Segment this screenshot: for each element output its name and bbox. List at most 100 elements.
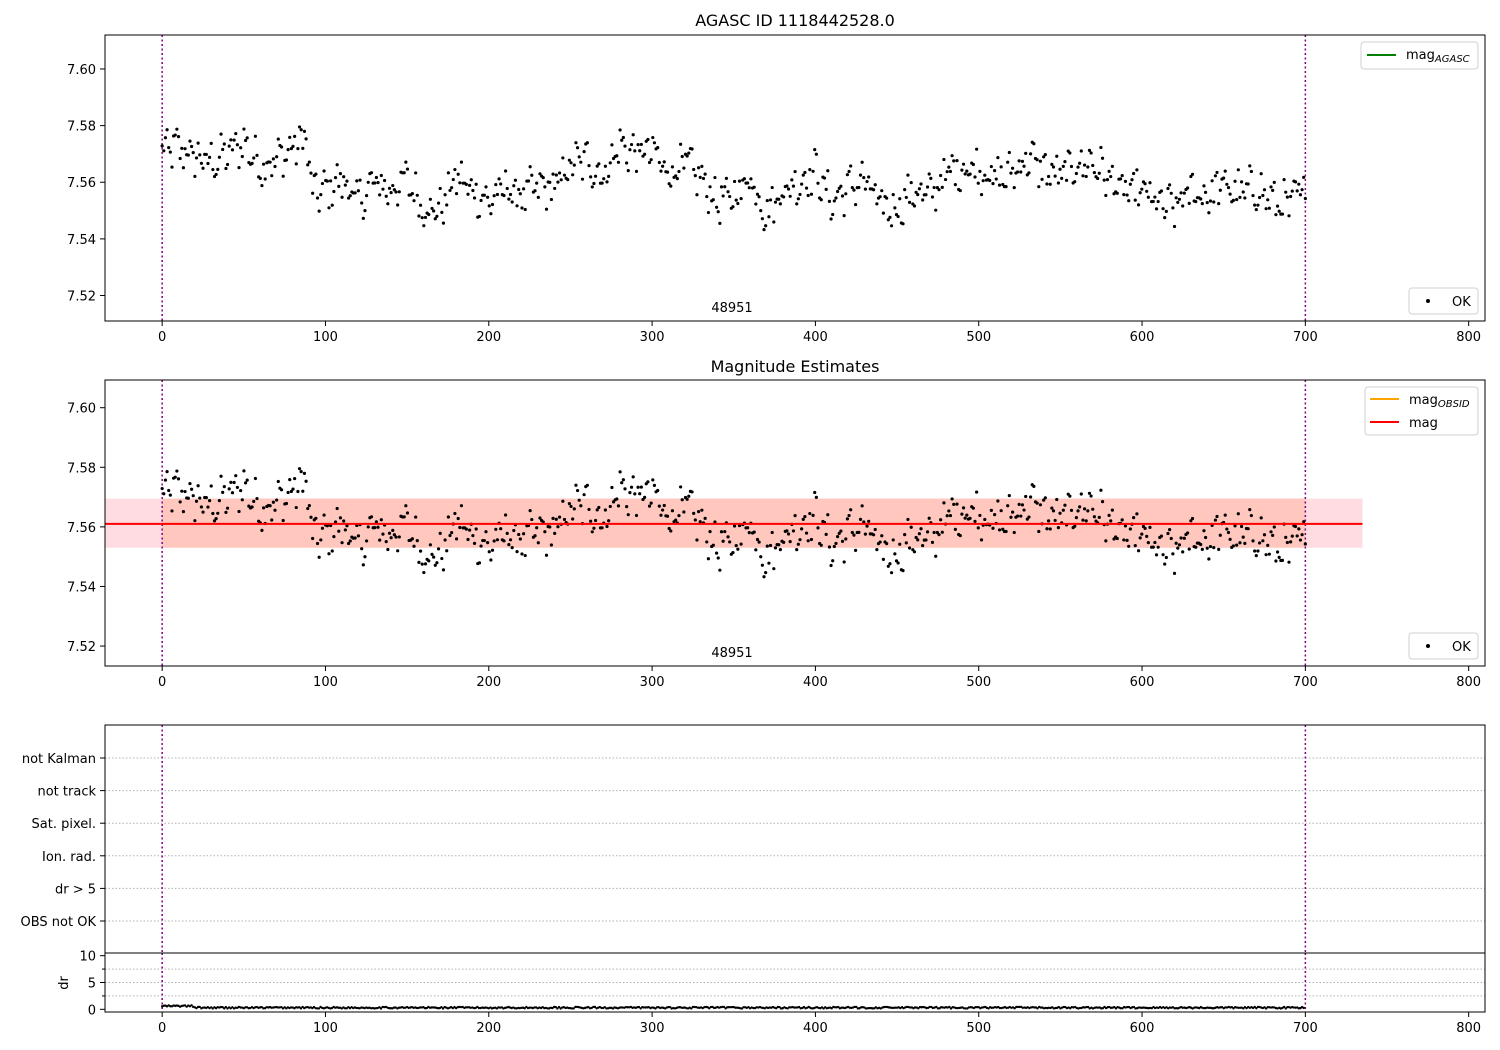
ok-point xyxy=(556,180,560,184)
ok-point xyxy=(188,139,192,143)
ok-point xyxy=(173,475,177,479)
ok-point xyxy=(222,485,226,489)
ok-point xyxy=(661,164,665,168)
ok-point xyxy=(299,470,303,474)
ok-point xyxy=(1289,194,1293,199)
ok-point xyxy=(927,172,931,176)
ok-point xyxy=(1225,182,1229,186)
ok-point xyxy=(432,555,436,559)
ok-point xyxy=(569,504,573,509)
ok-point xyxy=(1053,174,1057,178)
ok-point xyxy=(332,189,336,194)
ok-point xyxy=(279,488,284,492)
ok-point xyxy=(464,182,468,186)
ok-point xyxy=(240,154,244,159)
ok-point xyxy=(942,501,946,505)
ok-point xyxy=(456,172,460,176)
ok-point xyxy=(906,517,910,522)
ok-point xyxy=(258,176,262,180)
ok-point xyxy=(814,152,818,156)
ok-point xyxy=(752,185,756,189)
ok-point xyxy=(521,187,526,191)
ok-point xyxy=(530,173,534,177)
ok-point xyxy=(778,202,782,206)
ok-point xyxy=(221,490,225,494)
ok-point xyxy=(1202,184,1206,188)
ok-point xyxy=(806,193,810,198)
ok-point xyxy=(454,192,459,196)
ok-point xyxy=(1285,540,1289,545)
ok-point xyxy=(798,192,802,197)
ok-point xyxy=(682,166,686,170)
ok-point xyxy=(1130,178,1134,182)
ok-point xyxy=(562,173,567,177)
ok-point xyxy=(360,201,364,205)
ok-point xyxy=(921,198,925,202)
ok-point xyxy=(1040,177,1044,181)
ok-point xyxy=(1297,527,1301,531)
ok-point xyxy=(320,181,325,186)
ok-point xyxy=(1084,174,1088,179)
ok-point xyxy=(225,506,230,510)
ok-point xyxy=(386,547,390,552)
ok-point xyxy=(1099,488,1103,492)
ok-point xyxy=(1233,179,1237,183)
flag-label: OBS not OK xyxy=(21,915,97,930)
ok-point xyxy=(891,538,895,542)
ok-point xyxy=(850,186,854,190)
ok-point xyxy=(199,505,204,509)
ok-point xyxy=(757,540,761,544)
ok-point xyxy=(1073,524,1077,528)
ok-point xyxy=(557,515,562,519)
ok-point xyxy=(842,560,846,564)
ok-point xyxy=(521,532,526,536)
panel2-legend-ok: OK xyxy=(1452,640,1471,655)
ok-point xyxy=(1274,213,1278,217)
ok-point xyxy=(997,528,1002,532)
ok-point xyxy=(204,496,208,500)
ok-point xyxy=(358,178,362,182)
ok-point xyxy=(193,519,197,523)
ok-point xyxy=(634,169,639,174)
ok-point xyxy=(1271,533,1275,538)
ok-point xyxy=(1100,500,1105,504)
ok-point xyxy=(296,489,300,494)
ok-point xyxy=(566,177,570,182)
ok-point xyxy=(631,475,635,479)
ok-point xyxy=(1110,164,1114,168)
ok-point xyxy=(1246,527,1250,531)
ok-point xyxy=(840,539,845,543)
ok-point xyxy=(669,529,673,533)
ok-point xyxy=(714,551,719,555)
panel1-points xyxy=(160,125,1307,232)
ok-point xyxy=(1001,527,1005,531)
ok-point xyxy=(556,525,560,529)
ok-point xyxy=(963,172,967,176)
ok-point xyxy=(834,196,838,200)
ok-point xyxy=(1048,527,1052,531)
ok-point xyxy=(279,145,284,149)
ok-point xyxy=(770,530,774,535)
ok-point xyxy=(1269,530,1273,534)
dr-point xyxy=(190,1004,193,1007)
ok-point xyxy=(273,164,277,169)
ok-point xyxy=(1203,535,1208,540)
ok-point xyxy=(553,531,557,535)
ok-point xyxy=(240,498,244,502)
ok-point xyxy=(517,532,521,537)
ok-point xyxy=(294,162,298,166)
ok-point xyxy=(353,191,357,195)
ok-point xyxy=(446,171,450,175)
dr-point xyxy=(1282,1005,1286,1009)
ok-point xyxy=(1226,185,1231,190)
ok-point xyxy=(227,144,231,148)
ok-point xyxy=(932,530,936,535)
ok-point xyxy=(168,493,172,497)
ok-point xyxy=(1043,153,1047,157)
ok-point xyxy=(976,526,980,530)
ok-point xyxy=(286,490,290,495)
ok-point xyxy=(804,531,809,535)
ok-point xyxy=(952,502,956,506)
ok-point xyxy=(793,514,797,518)
dr-point xyxy=(198,1005,201,1009)
